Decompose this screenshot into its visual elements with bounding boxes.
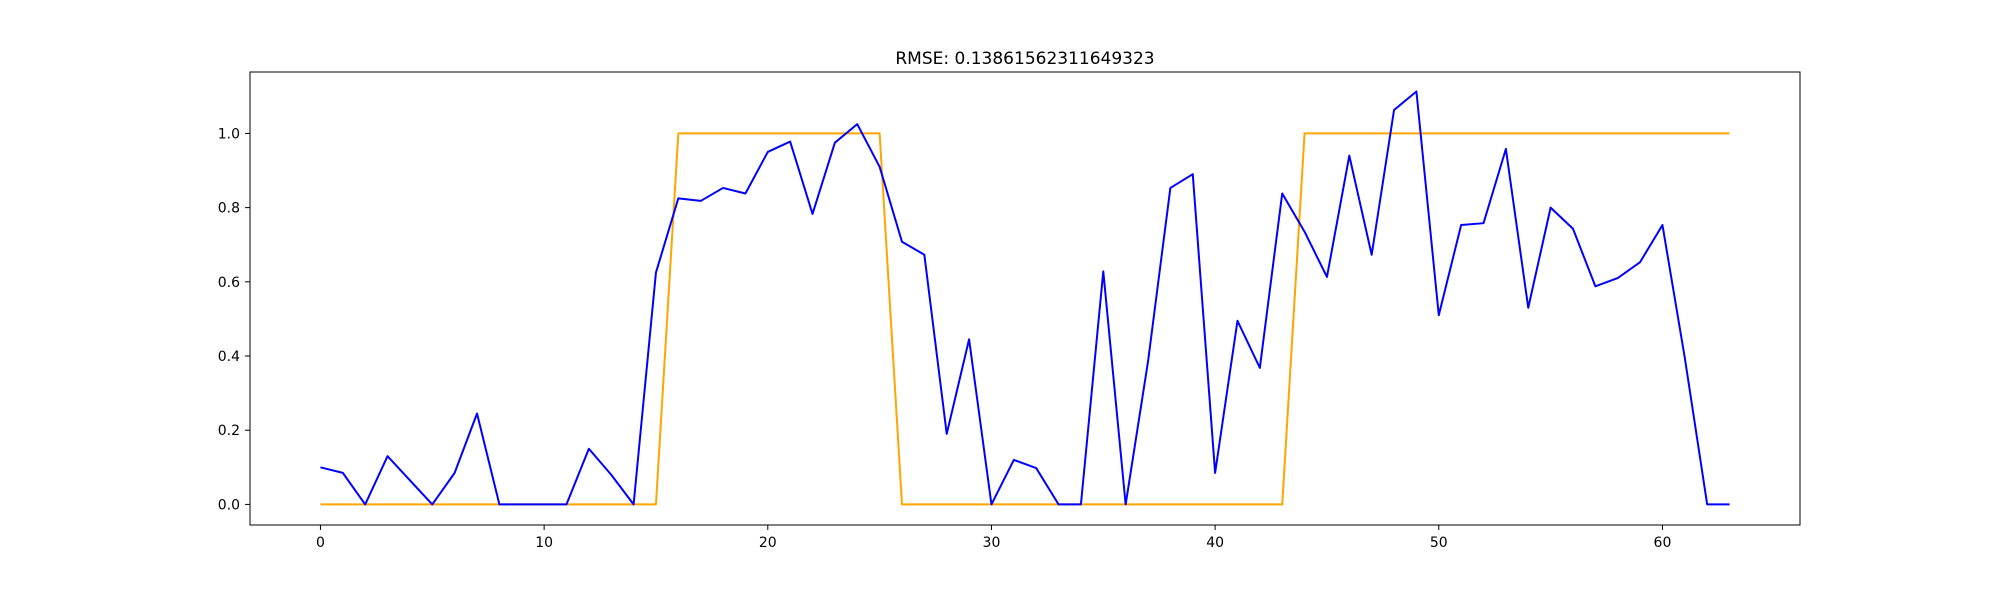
y-tick-label: 1.0 (218, 126, 240, 142)
y-tick-label: 0.0 (218, 497, 240, 513)
x-tick-label: 30 (983, 535, 1001, 551)
y-tick-label: 0.4 (218, 349, 240, 365)
y-axis: 0.0 0.2 0.4 0.6 0.8 1.0 (218, 126, 250, 513)
plot-area-frame (249, 71, 1801, 526)
x-tick-label: 60 (1654, 535, 1672, 551)
series-line-2 (320, 90, 1730, 506)
chart-title: RMSE: 0.13861562311649323 (895, 49, 1154, 69)
series-layer (320, 90, 1730, 506)
x-tick-label: 0 (316, 535, 325, 551)
x-axis: 0 10 20 30 40 50 60 (316, 525, 1671, 551)
y-tick-label: 0.2 (218, 423, 240, 439)
y-tick-label: 0.8 (218, 201, 240, 217)
x-tick-label: 40 (1206, 535, 1224, 551)
x-tick-label: 10 (535, 535, 553, 551)
x-tick-label: 50 (1430, 535, 1448, 551)
y-tick-label: 0.6 (218, 275, 240, 291)
x-tick-label: 20 (759, 535, 777, 551)
